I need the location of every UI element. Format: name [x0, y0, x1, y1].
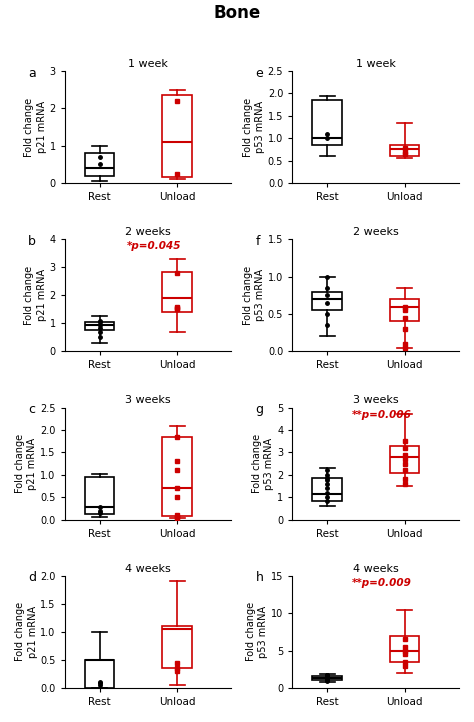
Text: Bone: Bone	[213, 4, 261, 22]
Title: 2 weeks: 2 weeks	[353, 227, 399, 237]
Y-axis label: Fold change
p53 mRNA: Fold change p53 mRNA	[243, 97, 265, 157]
Text: b: b	[28, 235, 36, 248]
Y-axis label: Fold change
p21 mRNA: Fold change p21 mRNA	[15, 434, 37, 493]
PathPatch shape	[163, 437, 192, 516]
PathPatch shape	[85, 322, 114, 331]
Text: *p=0.045: *p=0.045	[127, 241, 181, 251]
Title: 4 weeks: 4 weeks	[125, 564, 171, 574]
PathPatch shape	[163, 95, 192, 178]
PathPatch shape	[390, 445, 419, 473]
Title: 3 weeks: 3 weeks	[353, 396, 399, 406]
PathPatch shape	[85, 660, 114, 688]
Title: 1 week: 1 week	[356, 58, 396, 69]
Title: 4 weeks: 4 weeks	[353, 564, 399, 574]
PathPatch shape	[85, 153, 114, 175]
Text: f: f	[255, 235, 260, 248]
PathPatch shape	[312, 478, 342, 500]
Text: e: e	[255, 66, 264, 79]
Text: **p=0.006: **p=0.006	[352, 409, 411, 419]
PathPatch shape	[312, 292, 342, 310]
Text: g: g	[255, 403, 264, 416]
Title: 2 weeks: 2 weeks	[125, 227, 171, 237]
Y-axis label: Fold change
p53 mRNA: Fold change p53 mRNA	[252, 434, 274, 493]
Y-axis label: Fold change
p53 mRNA: Fold change p53 mRNA	[243, 266, 265, 325]
Text: a: a	[28, 66, 36, 79]
Text: h: h	[255, 571, 264, 584]
PathPatch shape	[312, 100, 342, 145]
Text: d: d	[28, 571, 36, 584]
Y-axis label: Fold change
p21 mRNA: Fold change p21 mRNA	[15, 602, 37, 661]
Title: 3 weeks: 3 weeks	[125, 396, 171, 406]
PathPatch shape	[163, 271, 192, 312]
Title: 1 week: 1 week	[128, 58, 168, 69]
Text: c: c	[28, 403, 35, 416]
PathPatch shape	[85, 477, 114, 514]
Text: **p=0.009: **p=0.009	[352, 578, 411, 588]
PathPatch shape	[390, 299, 419, 321]
PathPatch shape	[312, 676, 342, 681]
PathPatch shape	[390, 145, 419, 156]
Y-axis label: Fold change
p21 mRNA: Fold change p21 mRNA	[24, 97, 46, 157]
PathPatch shape	[390, 635, 419, 662]
Y-axis label: Fold change
p21 mRNA: Fold change p21 mRNA	[24, 266, 46, 325]
PathPatch shape	[163, 626, 192, 669]
Y-axis label: Fold change
p53 mRNA: Fold change p53 mRNA	[246, 602, 268, 661]
